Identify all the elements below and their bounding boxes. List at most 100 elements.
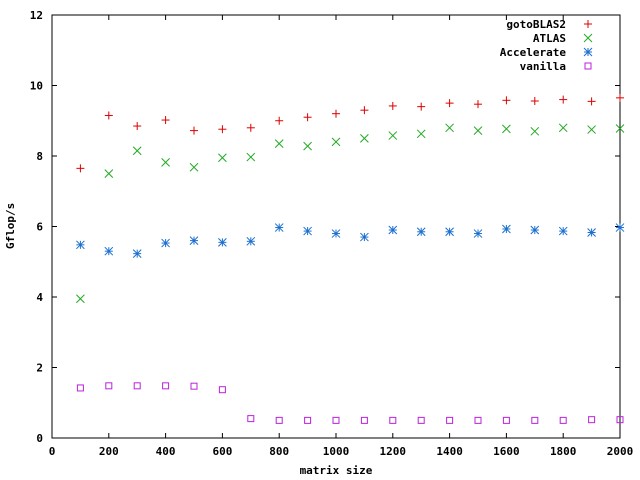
data-point xyxy=(189,162,199,172)
legend-label: ATLAS xyxy=(533,32,566,45)
data-point xyxy=(76,240,85,250)
data-point xyxy=(474,100,482,109)
series-vanilla xyxy=(76,382,624,424)
data-point xyxy=(76,384,84,392)
data-point xyxy=(275,416,283,424)
data-point xyxy=(332,109,340,118)
data-point xyxy=(417,102,426,111)
data-point xyxy=(274,223,284,232)
data-point xyxy=(615,124,625,133)
legend-label: vanilla xyxy=(520,60,566,73)
data-point xyxy=(531,416,539,424)
data-point xyxy=(132,249,142,258)
legend-marker xyxy=(584,20,592,28)
data-point xyxy=(189,236,199,245)
data-point xyxy=(473,126,483,135)
data-point xyxy=(104,111,113,120)
data-point xyxy=(473,229,483,238)
data-point xyxy=(133,122,142,131)
data-point xyxy=(558,123,568,133)
data-point xyxy=(190,382,198,390)
data-point xyxy=(360,106,369,115)
data-point xyxy=(246,152,256,162)
data-point xyxy=(530,225,540,235)
axes: 0 200 400 600 800 1000 1200 1400 1600 1800 2000 0 2 4… xyxy=(30,9,634,458)
data-point xyxy=(246,123,255,132)
y-tick-label: 0 xyxy=(36,432,43,445)
data-point xyxy=(615,223,625,232)
data-point xyxy=(304,416,312,424)
data-point xyxy=(190,126,198,135)
data-point xyxy=(76,164,85,173)
data-point xyxy=(445,227,454,237)
data-point xyxy=(133,382,141,390)
y-axis-label: Gflop/s xyxy=(4,203,17,249)
x-tick-label: 600 xyxy=(212,445,232,458)
data-point xyxy=(616,93,624,102)
x-tick-label: 1200 xyxy=(380,445,407,458)
series-gotoblas2 xyxy=(76,93,624,173)
data-point xyxy=(502,224,511,234)
data-point xyxy=(246,236,256,246)
data-point xyxy=(587,97,596,106)
y-tick-label: 10 xyxy=(30,80,43,93)
data-point xyxy=(502,416,510,424)
data-point xyxy=(218,153,227,163)
legend-marker xyxy=(583,47,593,57)
data-point xyxy=(445,99,454,108)
data-point xyxy=(161,238,170,248)
data-point xyxy=(389,416,397,424)
x-tick-label: 200 xyxy=(99,445,119,458)
data-point xyxy=(416,129,426,139)
data-point xyxy=(161,116,170,125)
x-tick-label: 400 xyxy=(156,445,176,458)
data-point xyxy=(303,226,312,236)
data-point xyxy=(332,416,340,424)
y-tick-label: 6 xyxy=(36,221,43,234)
data-point xyxy=(559,416,567,424)
data-point xyxy=(388,131,398,140)
x-tick-label: 800 xyxy=(269,445,289,458)
data-point xyxy=(274,139,284,149)
data-point xyxy=(360,416,368,424)
y-tick-label: 8 xyxy=(36,150,43,163)
x-tick-label: 1000 xyxy=(323,445,350,458)
data-point xyxy=(587,125,596,134)
data-point xyxy=(360,134,369,143)
data-point xyxy=(303,113,312,122)
legend-marker xyxy=(583,33,593,43)
data-point xyxy=(105,382,113,390)
data-point xyxy=(218,386,226,394)
data-point xyxy=(161,157,170,167)
y-tick-label: 4 xyxy=(36,291,43,304)
data-point xyxy=(416,227,426,237)
data-point xyxy=(502,96,511,105)
data-point xyxy=(587,228,596,237)
x-tick-label: 2000 xyxy=(607,445,634,458)
data-point xyxy=(558,226,568,236)
data-point xyxy=(162,382,170,390)
x-tick-label: 1800 xyxy=(550,445,577,458)
data-point xyxy=(445,123,454,133)
y-tick-label: 2 xyxy=(36,362,43,375)
x-tick-label: 1400 xyxy=(436,445,463,458)
data-point xyxy=(247,415,255,423)
data-point xyxy=(218,125,227,134)
series-accelerate xyxy=(76,223,625,258)
data-point xyxy=(76,294,85,304)
legend-label: Accelerate xyxy=(500,46,567,59)
legend-marker xyxy=(584,62,592,70)
x-axis-label: matrix size xyxy=(300,464,373,477)
legend-label: gotoBLAS2 xyxy=(506,18,566,31)
x-tick-label: 0 xyxy=(49,445,56,458)
data-point xyxy=(502,124,511,134)
data-point xyxy=(218,238,227,247)
data-point xyxy=(530,126,540,136)
data-point xyxy=(132,146,142,156)
data-point xyxy=(104,246,114,256)
data-point xyxy=(417,416,425,424)
data-marks xyxy=(76,93,625,424)
x-tick-label: 1600 xyxy=(493,445,520,458)
